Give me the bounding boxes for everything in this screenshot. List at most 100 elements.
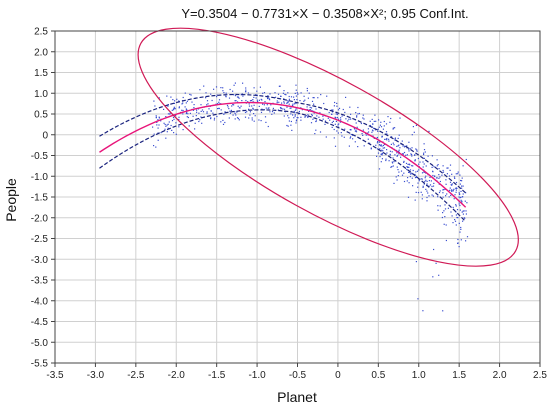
- data-point: [287, 125, 289, 127]
- data-point: [438, 274, 440, 276]
- data-point: [438, 177, 440, 179]
- data-point: [178, 100, 180, 102]
- data-point: [461, 180, 463, 182]
- data-point: [455, 204, 457, 206]
- data-point: [309, 109, 312, 111]
- data-point: [229, 112, 231, 114]
- data-point: [428, 195, 430, 197]
- data-point: [370, 148, 372, 150]
- data-point: [295, 108, 297, 110]
- data-point: [422, 161, 424, 163]
- data-point: [286, 124, 288, 127]
- data-point: [278, 101, 280, 103]
- data-point: [357, 113, 359, 115]
- data-point: [412, 165, 414, 167]
- data-point: [456, 216, 458, 219]
- data-point: [444, 204, 446, 206]
- data-point: [445, 224, 447, 226]
- data-point: [372, 123, 374, 125]
- data-point: [342, 108, 344, 111]
- data-point: [313, 112, 315, 114]
- data-point: [155, 146, 157, 148]
- data-point: [288, 103, 290, 105]
- data-point: [409, 176, 411, 178]
- data-point: [439, 176, 441, 178]
- y-tick-label: 2.0: [34, 47, 48, 58]
- data-point: [185, 112, 187, 115]
- x-ticks: -3.5 -3.0 -2.5 -2.0 -1.5 -1.0 -0.5 0 0.5 1.0 1.5 2.…: [46, 363, 547, 381]
- data-point: [465, 192, 467, 194]
- data-point: [251, 99, 253, 102]
- data-point: [461, 211, 463, 213]
- data-point: [396, 152, 398, 154]
- data-point: [403, 161, 405, 163]
- data-point: [265, 121, 267, 123]
- data-point: [236, 111, 238, 113]
- data-point: [199, 89, 201, 91]
- data-point: [385, 158, 387, 160]
- data-point: [398, 153, 400, 155]
- data-point: [167, 123, 169, 125]
- data-point: [389, 121, 391, 123]
- data-point: [442, 165, 444, 167]
- data-point: [415, 261, 417, 263]
- data-point: [389, 154, 391, 156]
- data-point: [461, 177, 463, 179]
- data-point: [254, 115, 256, 117]
- data-point: [319, 112, 321, 114]
- data-point: [430, 180, 432, 182]
- data-point: [344, 111, 346, 113]
- data-point: [355, 122, 357, 124]
- data-point: [165, 116, 167, 118]
- data-point: [323, 102, 325, 105]
- data-point: [213, 117, 216, 119]
- data-point: [354, 130, 356, 132]
- data-point: [338, 118, 340, 120]
- data-point: [355, 112, 357, 114]
- data-point: [199, 119, 201, 121]
- data-point: [257, 101, 259, 103]
- data-point: [416, 149, 418, 151]
- data-point: [338, 123, 340, 125]
- data-point: [415, 191, 417, 193]
- data-point: [362, 114, 364, 116]
- data-point: [354, 128, 356, 130]
- y-tick-label: -5.5: [31, 359, 49, 370]
- data-point: [423, 153, 425, 156]
- data-point: [156, 121, 158, 123]
- data-point: [431, 185, 433, 188]
- data-point: [369, 124, 372, 127]
- x-axis-label: Planet: [277, 389, 317, 405]
- data-point: [417, 192, 420, 194]
- data-point: [252, 107, 254, 109]
- data-point: [408, 150, 410, 152]
- data-point: [195, 115, 197, 117]
- data-point: [284, 93, 286, 95]
- data-point: [376, 155, 378, 157]
- data-point: [206, 111, 208, 113]
- data-point: [213, 88, 215, 90]
- data-point: [461, 185, 463, 187]
- data-point: [379, 148, 381, 150]
- data-point: [251, 117, 253, 119]
- x-tick-label: 1.5: [452, 370, 466, 381]
- data-point: [295, 109, 297, 111]
- data-point: [458, 222, 460, 224]
- data-point: [201, 122, 203, 124]
- fit-curve: [99, 101, 467, 208]
- data-point: [283, 102, 285, 104]
- data-point: [444, 216, 446, 218]
- data-point: [169, 113, 171, 115]
- x-tick-label: 0.5: [371, 370, 385, 381]
- data-point: [232, 114, 234, 116]
- data-point: [459, 174, 461, 176]
- data-point: [455, 211, 457, 213]
- data-point: [386, 133, 388, 135]
- data-point: [462, 185, 464, 187]
- data-point: [377, 141, 379, 143]
- data-point: [274, 92, 276, 94]
- data-point: [349, 137, 351, 139]
- data-point: [206, 112, 208, 114]
- data-point: [172, 109, 175, 111]
- data-point: [385, 159, 387, 162]
